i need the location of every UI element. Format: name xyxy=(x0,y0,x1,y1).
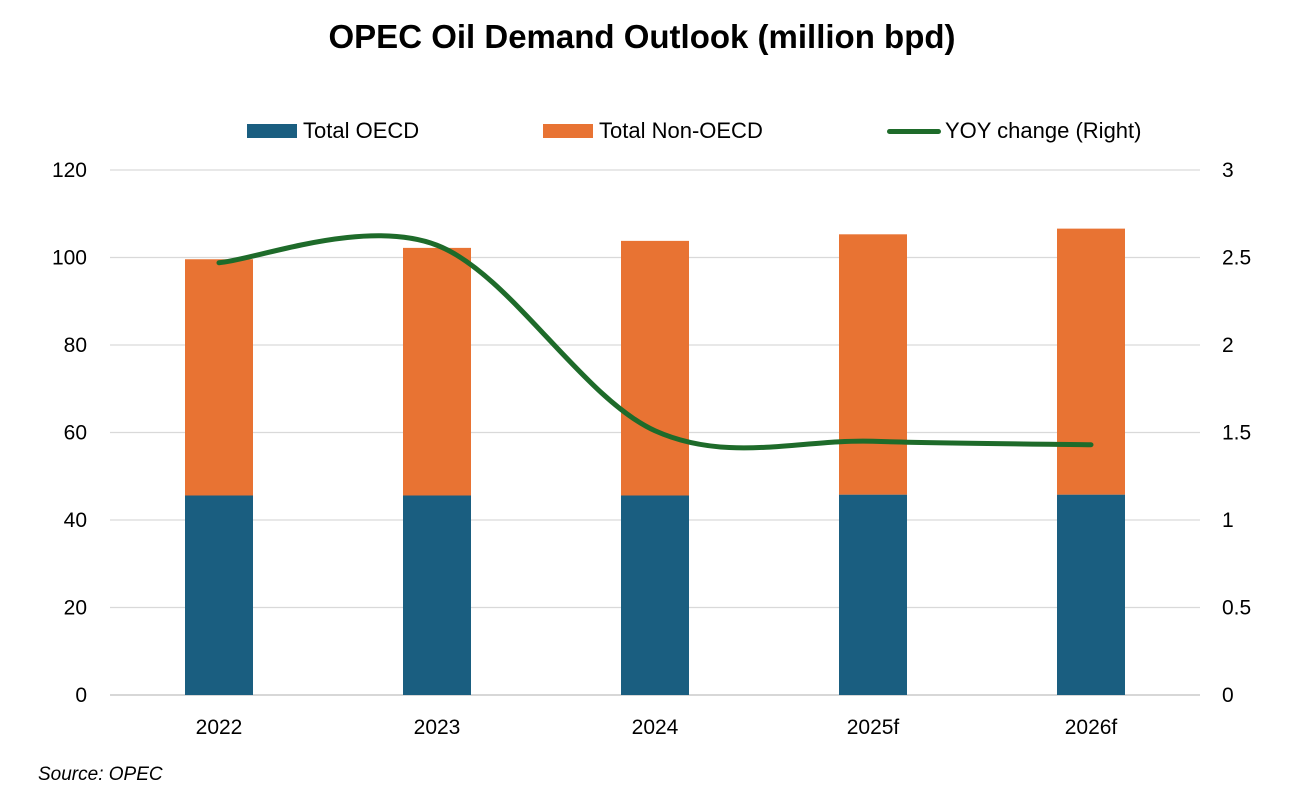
y-left-tick-label: 0 xyxy=(75,684,87,707)
y-right-tick-label: 0.5 xyxy=(1222,597,1251,620)
legend-item-yoy-change: YOY change (Right) xyxy=(887,118,1141,144)
y-left-tick-label: 120 xyxy=(52,159,87,182)
legend-swatch-yoy xyxy=(887,128,941,134)
source-note: Source: OPEC xyxy=(38,764,163,785)
y-right-tick-label: 1.5 xyxy=(1222,422,1251,445)
y-right-tick-label: 0 xyxy=(1222,684,1234,707)
x-tick-label: 2022 xyxy=(196,716,243,739)
bar-non-oecd-2026f xyxy=(1057,228,1125,495)
legend: Total OECD Total Non-OECD YOY change (Ri… xyxy=(0,118,1308,148)
legend-item-total-non-oecd: Total Non-OECD xyxy=(543,118,763,144)
y-right-tick-label: 2.5 xyxy=(1222,247,1251,270)
y-left-tick-label: 40 xyxy=(64,509,87,532)
y-left-tick-label: 60 xyxy=(64,422,87,445)
bar-non-oecd-2022 xyxy=(185,259,253,496)
legend-swatch-oecd xyxy=(247,124,297,138)
x-tick-label: 2023 xyxy=(414,716,461,739)
y-left-tick-label: 80 xyxy=(64,334,87,357)
legend-label-yoy: YOY change (Right) xyxy=(945,118,1142,143)
bar-oecd-2022 xyxy=(185,495,253,695)
x-tick-label: 2026f xyxy=(1065,716,1118,739)
y-right-tick-label: 2 xyxy=(1222,334,1234,357)
yoy-change-line xyxy=(216,233,1094,451)
y-right-tick-label: 1 xyxy=(1222,509,1234,532)
y-right-tick-label: 3 xyxy=(1222,159,1234,182)
bar-oecd-2024 xyxy=(621,495,689,695)
x-tick-label: 2024 xyxy=(632,716,679,739)
legend-label-oecd: Total OECD xyxy=(303,118,420,143)
bar-non-oecd-2023 xyxy=(403,247,471,496)
bar-oecd-2023 xyxy=(403,495,471,695)
legend-label-non-oecd: Total Non-OECD xyxy=(599,118,763,143)
chart-title: OPEC Oil Demand Outlook (million bpd) xyxy=(328,18,956,55)
legend-item-total-oecd: Total OECD xyxy=(247,118,419,144)
bar-oecd-2025f xyxy=(839,494,907,695)
x-tick-label: 2025f xyxy=(847,716,900,739)
bar-non-oecd-2024 xyxy=(621,240,689,496)
bar-non-oecd-2025f xyxy=(839,234,907,495)
y-left-tick-label: 20 xyxy=(64,597,87,620)
bar-oecd-2026f xyxy=(1057,494,1125,695)
y-left-tick-label: 100 xyxy=(52,247,87,270)
legend-swatch-non-oecd xyxy=(543,124,593,138)
